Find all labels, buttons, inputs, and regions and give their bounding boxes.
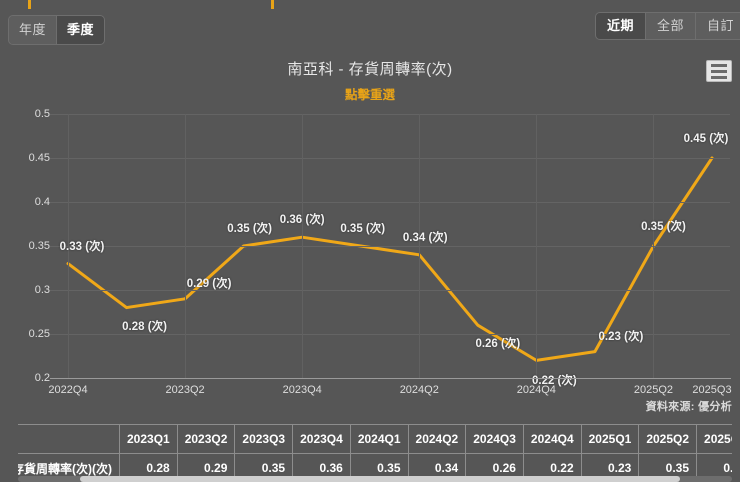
table-column-header-2: 2023Q3	[234, 424, 294, 454]
y-axis-tick-label: 0.5	[34, 108, 50, 120]
period-option-1[interactable]: 季度	[57, 16, 105, 44]
hamburger-bar	[711, 63, 727, 67]
table-corner-cell	[18, 424, 120, 454]
y-gridline	[50, 290, 730, 291]
x-gridline	[419, 114, 421, 378]
x-axis-tick-label: 2025Q2	[633, 384, 674, 396]
table-horizontal-scrollbar[interactable]	[18, 476, 732, 482]
data-point-label: 0.33 (次)	[59, 240, 105, 253]
data-point-label: 0.45 (次)	[683, 133, 729, 145]
x-gridline	[185, 114, 187, 378]
x-axis-tick-label: 2025Q3	[692, 384, 732, 396]
x-gridline	[653, 114, 655, 378]
hamburger-bar	[711, 75, 727, 79]
data-point-label: 0.26 (次)	[475, 338, 521, 351]
y-axis-tick-label: 0.4	[34, 196, 50, 208]
y-axis-tick-label: 0.2	[34, 372, 50, 384]
table-header-row: 2023Q1 2023Q2 2023Q3 2023Q4 2024Q1 2024Q2 2024…	[18, 424, 732, 454]
data-table-scroll-container[interactable]: 2023Q1 2023Q2 2023Q3 2023Q4 2024Q1 2024Q2 2024…	[18, 424, 732, 482]
chart-card: 南亞科 - 存貨周轉率(次) 點擊重選 0.2 0.25 0.3 0.35 0.4 0.4…	[0, 48, 740, 418]
table-column-header-0: 2023Q1	[119, 424, 178, 454]
x-gridline	[68, 114, 69, 378]
y-axis-tick-label: 0.25	[28, 328, 50, 340]
x-axis-tick-label: 2022Q4	[48, 384, 88, 396]
data-point-label: 0.35 (次)	[227, 223, 272, 235]
x-axis-tick-label: 2024Q4	[516, 384, 556, 396]
top-orange-tick-right	[271, 0, 274, 9]
data-point-label: 0.28 (次)	[122, 320, 167, 333]
y-gridline	[50, 246, 730, 247]
x-axis-tick-label: 2024Q2	[399, 384, 439, 396]
y-axis-labels: 0.2 0.25 0.3 0.35 0.4 0.45 0.5	[0, 108, 740, 384]
data-point-label: 0.34 (次)	[402, 231, 448, 244]
table-column-header-9: 2025Q2	[638, 424, 698, 454]
table-column-header-10: 2025Q3	[696, 424, 732, 454]
range-option-1[interactable]: 全部	[645, 13, 696, 39]
table-column-header-7: 2024Q4	[522, 424, 582, 454]
data-point-label: 0.36 (次)	[279, 214, 325, 227]
table-column-header-4: 2024Q1	[349, 424, 409, 454]
y-gridline	[50, 334, 730, 335]
y-gridline	[50, 114, 730, 115]
table-column-header-5: 2024Q2	[407, 424, 467, 454]
range-option-2[interactable]: 自訂	[695, 13, 740, 39]
top-orange-tick-left	[28, 0, 31, 9]
hamburger-menu-icon[interactable]	[706, 60, 732, 82]
table-column-header-1: 2023Q2	[176, 424, 236, 454]
data-point-label: 0.35 (次)	[641, 221, 686, 233]
data-point-label: 0.23 (次)	[598, 330, 644, 343]
table-header: 2023Q1 2023Q2 2023Q3 2023Q4 2024Q1 2024Q2 2024…	[18, 424, 732, 454]
y-gridline	[50, 202, 730, 203]
table-column-header-8: 2025Q1	[580, 424, 640, 454]
range-option-0[interactable]: 近期	[595, 13, 646, 39]
range-toggle-group[interactable]: 近期 全部 自訂	[594, 12, 740, 40]
y-axis-tick-label: 0.45	[28, 152, 50, 164]
scrollbar-thumb[interactable]	[80, 476, 680, 482]
data-table: 2023Q1 2023Q2 2023Q3 2023Q4 2024Q1 2024Q2 2024…	[18, 424, 732, 482]
period-toggle-group[interactable]: 年度 季度	[8, 15, 106, 45]
table-column-header-6: 2024Q3	[465, 424, 524, 454]
x-gridline	[302, 114, 304, 378]
x-gridline	[536, 114, 538, 378]
x-axis-tick-label: 2023Q4	[282, 384, 322, 396]
x-axis-line	[50, 378, 731, 379]
y-axis-tick-label: 0.3	[34, 284, 50, 296]
hamburger-bar	[711, 69, 727, 73]
table-column-header-3: 2023Q4	[292, 424, 351, 454]
period-option-0[interactable]: 年度	[9, 16, 58, 44]
y-axis-tick-label: 0.35	[28, 240, 50, 252]
x-axis-tick-label: 2023Q2	[165, 384, 205, 396]
y-gridline	[50, 158, 730, 159]
x-axis-labels: 2022Q4 2023Q2 2023Q4 2024Q2 2024Q4 2025Q2 2025…	[48, 384, 732, 400]
source-note: 資料來源: 優分析	[645, 401, 732, 413]
chart-subtitle-reselect[interactable]: 點擊重選	[344, 88, 395, 102]
chart-title: 南亞科 - 存貨周轉率(次)	[287, 61, 453, 78]
chart-plot-area[interactable]: 0.33 (次) 0.28 (次) 0.29 (次) 0.35 (次) 0.36 (次)…	[50, 114, 730, 387]
data-point-label: 0.35 (次)	[340, 223, 386, 235]
data-point-label: 0.29 (次)	[186, 277, 232, 290]
